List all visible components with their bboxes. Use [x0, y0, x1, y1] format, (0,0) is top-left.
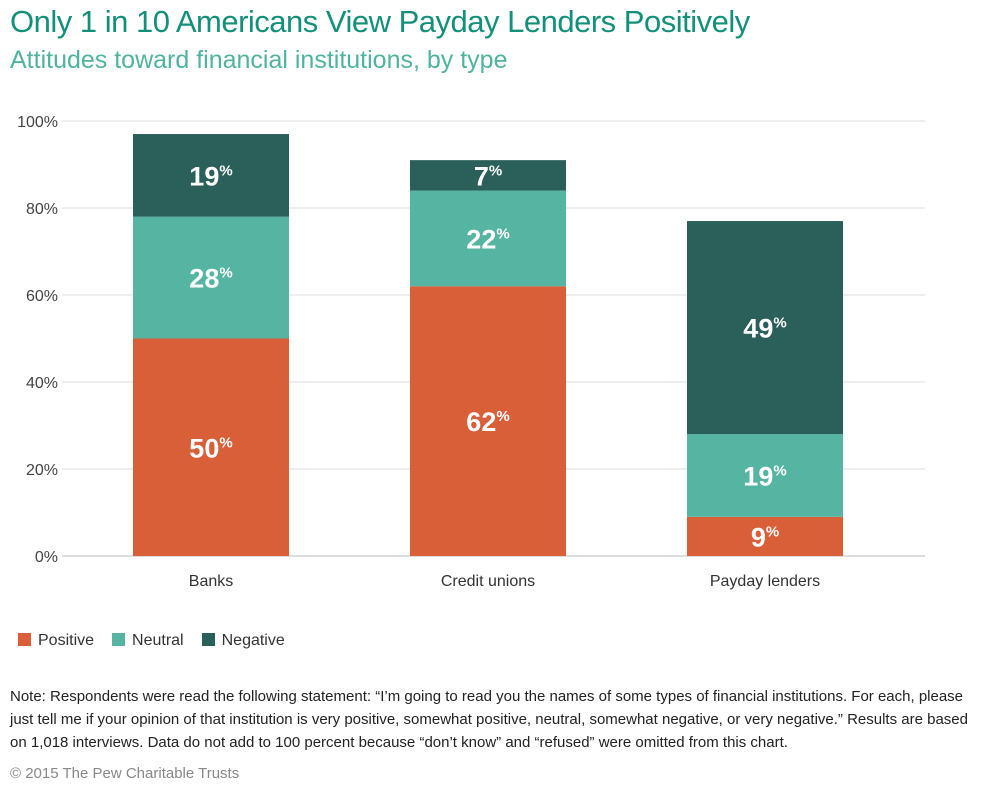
legend-swatch	[201, 633, 215, 646]
bar-segment-negative	[687, 221, 843, 435]
bar-segment-positive	[410, 286, 566, 556]
data-label: 9%	[751, 522, 779, 552]
legend: Positive Neutral Negative	[18, 632, 285, 650]
x-tick-label: Payday lenders	[710, 573, 820, 590]
x-tick-label: Banks	[189, 573, 233, 590]
legend-label: Neutral	[132, 632, 184, 649]
bar-segment-positive	[687, 516, 843, 556]
data-label: 49%	[743, 314, 786, 344]
bar-segment-neutral	[687, 434, 843, 517]
legend-label: Positive	[38, 632, 95, 649]
data-label: 7%	[474, 161, 502, 191]
copyright: © 2015 The Pew Charitable Trusts	[10, 765, 240, 782]
legend-item-positive: Positive	[18, 632, 94, 650]
bar-segment-negative	[410, 160, 566, 191]
legend-swatch	[18, 633, 31, 646]
bar-segment-neutral	[410, 190, 566, 287]
data-label: 22%	[466, 224, 509, 254]
data-label: 50%	[189, 433, 232, 463]
legend-label: Negative	[221, 632, 285, 649]
bar-segment-positive	[133, 338, 289, 556]
legend-swatch	[112, 633, 126, 646]
x-tick-label: Credit unions	[441, 573, 535, 590]
data-label: 28%	[189, 264, 232, 294]
y-tick-label: 40%	[26, 375, 58, 392]
y-tick-label: 100%	[17, 114, 58, 131]
data-label: 19%	[743, 462, 786, 492]
legend-item-negative: Negative	[201, 632, 285, 650]
y-tick-label: 0%	[35, 549, 58, 566]
chart-note: Note: Respondents were read the followin…	[10, 688, 968, 751]
bar-segment-negative	[133, 134, 289, 217]
y-tick-label: 20%	[26, 462, 58, 479]
chart-subtitle: Attitudes toward financial institutions,…	[10, 46, 508, 74]
y-tick-label: 80%	[26, 201, 58, 218]
legend-item-neutral: Neutral	[112, 632, 184, 650]
y-tick-label: 60%	[26, 288, 58, 305]
data-label: 19%	[189, 161, 232, 191]
bar-segment-neutral	[133, 216, 289, 339]
data-label: 62%	[466, 407, 509, 437]
plot-area: 0% 20% 40% 60% 80% 100% 50% 28% 19% Banks 62% 22% 7%…	[17, 114, 925, 590]
chart-title: Only 1 in 10 Americans View Payday Lende…	[10, 4, 750, 39]
